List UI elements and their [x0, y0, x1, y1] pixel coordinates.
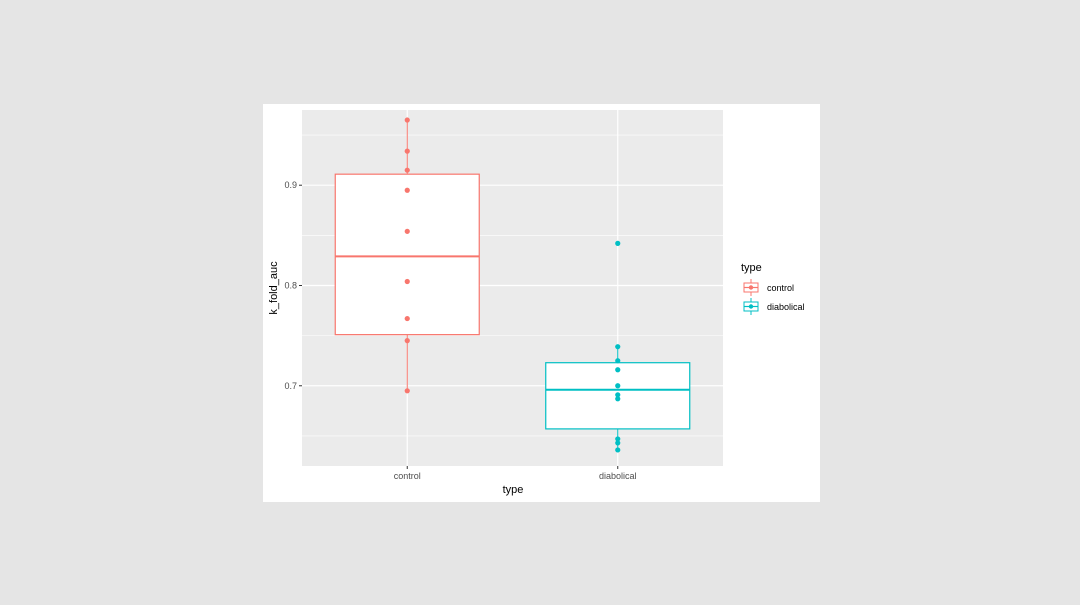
- legend-key-point: [748, 304, 754, 309]
- axes: 0.7 0.8 0.9 control diabolical: [284, 180, 636, 481]
- data-point-control: [404, 187, 410, 193]
- legend: type control diabolical: [741, 262, 805, 315]
- boxplot-chart: 0.7 0.8 0.9 control diabolical type k_fold_a…: [268, 110, 805, 496]
- x-axis-title: type: [503, 484, 524, 496]
- y-tick-label: 0.9: [284, 180, 297, 190]
- box-body: [334, 173, 480, 336]
- data-point-diabolical: [615, 447, 621, 453]
- data-point-diabolical: [615, 367, 621, 373]
- legend-key-diabolical: [743, 298, 759, 315]
- data-point-control: [404, 388, 410, 394]
- legend-label-diabolical: diabolical: [767, 302, 805, 312]
- legend-key-point: [748, 285, 754, 290]
- data-points: [404, 117, 621, 453]
- data-point-diabolical: [615, 358, 621, 364]
- data-point-diabolical: [615, 396, 621, 402]
- chart-figure: 0.7 0.8 0.9 control diabolical type k_fold_a…: [263, 104, 820, 502]
- data-point-control: [404, 167, 410, 173]
- data-point-diabolical: [615, 392, 621, 398]
- data-point-control: [404, 315, 410, 322]
- data-point-diabolical: [615, 436, 621, 442]
- x-tick-label: diabolical: [599, 471, 637, 481]
- data-point-diabolical: [615, 344, 621, 350]
- data-point-control: [404, 228, 410, 234]
- legend-label-control: control: [767, 283, 794, 293]
- y-axis-title: k_fold_auc: [268, 261, 280, 315]
- box-control: [334, 120, 480, 391]
- legend-title: type: [741, 262, 762, 274]
- y-tick-label: 0.7: [284, 381, 297, 391]
- legend-key-control: [743, 279, 759, 296]
- data-point-diabolical: [615, 383, 621, 389]
- data-point-diabolical: [615, 440, 621, 446]
- data-point-diabolical: [615, 240, 621, 246]
- data-point-control: [404, 338, 410, 344]
- x-tick-label: control: [394, 471, 421, 481]
- data-point-control: [404, 148, 410, 154]
- data-point-control: [404, 117, 410, 123]
- data-point-control: [404, 278, 410, 285]
- y-tick-label: 0.8: [284, 280, 297, 290]
